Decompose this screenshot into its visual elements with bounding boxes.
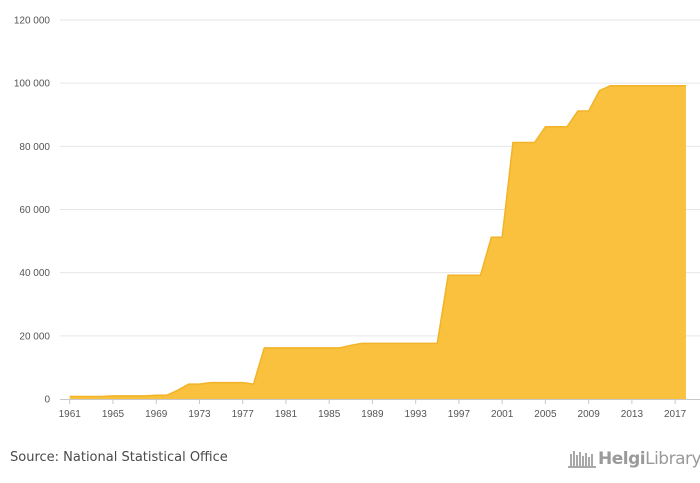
y-tick-label: 120 000: [14, 16, 51, 27]
y-tick-label: 80 000: [19, 142, 50, 153]
source-note: Source: National Statistical Office: [10, 450, 228, 465]
y-axis-ticks: 0 20 000 40 000 60 000 80 000 100 000 120 000: [14, 16, 51, 406]
x-tick-label: 1969: [145, 409, 168, 420]
x-tick-label: 1965: [102, 409, 125, 420]
y-tick-label: 40 000: [19, 268, 50, 279]
y-tick-label: 60 000: [19, 205, 50, 216]
x-tick-label: 2009: [578, 409, 601, 420]
area-fill: [69, 85, 686, 399]
x-tick-label: 1993: [405, 409, 428, 420]
brand-prefix: Helgi: [598, 449, 646, 469]
library-books-icon: [568, 451, 596, 468]
x-tick-label: 1973: [188, 409, 211, 420]
x-tick-label: 1985: [318, 409, 341, 420]
series-line: [69, 84, 686, 398]
x-tick-label: 2013: [621, 409, 644, 420]
brand-logo: HelgiLibrary.: [568, 447, 700, 471]
brand-suffix: Library.: [645, 449, 700, 469]
x-tick-label: 2005: [534, 409, 557, 420]
y-tick-label: 0: [44, 395, 50, 406]
x-tick-label: 1981: [275, 409, 298, 420]
x-tick-label: 2017: [664, 409, 687, 420]
y-tick-label: 20 000: [19, 331, 50, 342]
y-tick-label: 100 000: [14, 79, 51, 90]
x-tick-label: 1977: [232, 409, 255, 420]
x-tick-label: 2001: [491, 409, 514, 420]
x-tick-label: 1961: [59, 409, 82, 420]
x-tick-label: 1989: [361, 409, 384, 420]
x-tick-label: 1997: [448, 409, 471, 420]
x-axis-ticks: 1961 1965 1969 1973 1977 1981 1985 1989 1993 1997…: [59, 399, 687, 420]
series-area: [69, 84, 686, 399]
